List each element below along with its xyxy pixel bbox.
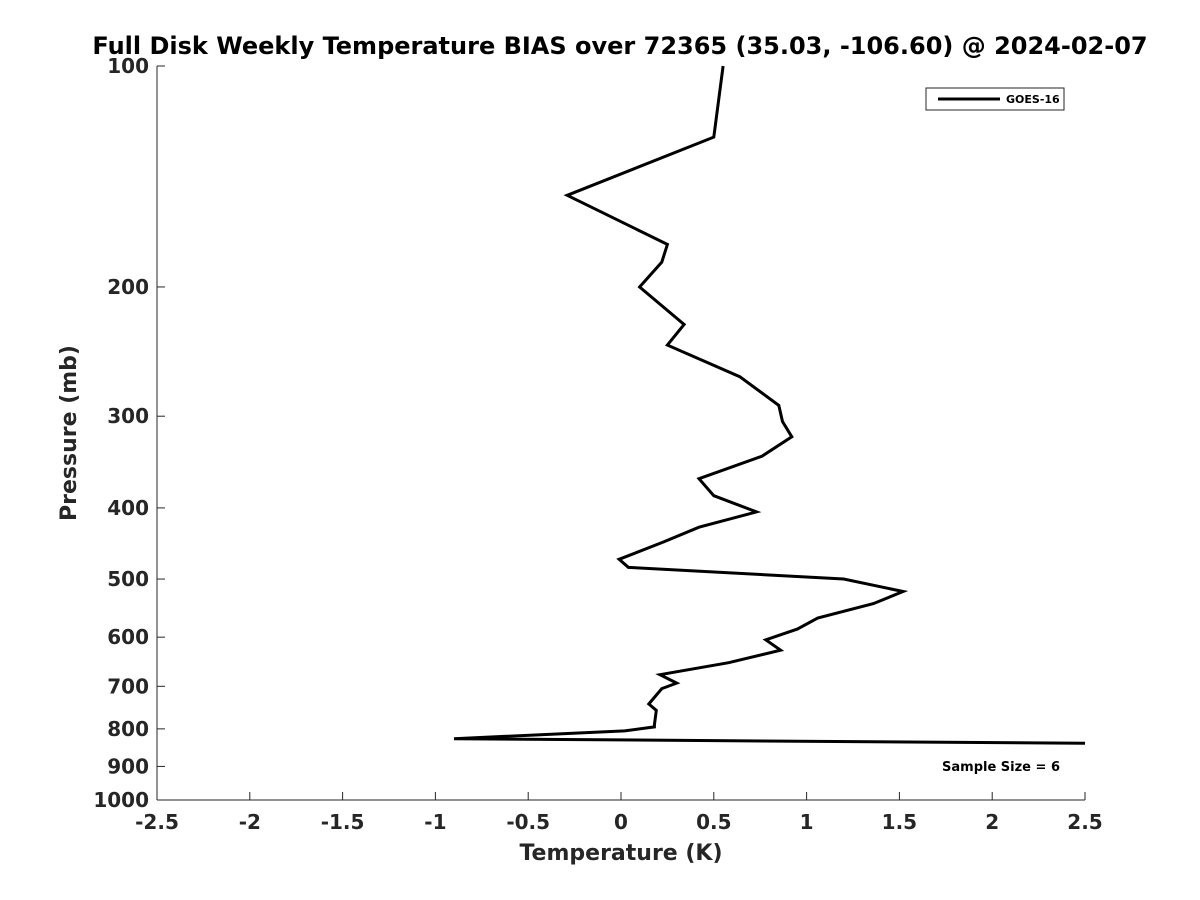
series-line-goes-16	[453, 65, 1086, 745]
y-tick-label: 200	[107, 275, 149, 299]
x-tick-label: -2.5	[135, 810, 179, 834]
y-ticks: 100 200 300 400 500 600 700 800 900 1000	[93, 54, 165, 812]
x-ticks: -2.5 -2 -1.5 -1 -0.5 0 0.5 1 1.5 2 2.5	[135, 792, 1103, 834]
x-tick-label: 0	[614, 810, 628, 834]
y-tick-label: 400	[107, 496, 149, 520]
x-tick-label: 1.5	[882, 810, 917, 834]
y-tick-label: 100	[107, 54, 149, 78]
x-tick-label: -1	[424, 810, 446, 834]
x-tick-label: 2.5	[1067, 810, 1102, 834]
y-tick-label: 700	[107, 674, 149, 698]
y-tick-label: 300	[107, 404, 149, 428]
x-tick-label: -0.5	[506, 810, 550, 834]
plot-area: -2.5 -2 -1.5 -1 -0.5 0 0.5 1 1.5 2 2.5 100 200 300 40…	[93, 54, 1102, 834]
chart-title: Full Disk Weekly Temperature BIAS over 7…	[92, 32, 1147, 60]
y-tick-label: 500	[107, 567, 149, 591]
legend-label: GOES-16	[1006, 93, 1060, 106]
x-axis-label: Temperature (K)	[519, 841, 722, 866]
x-tick-label: -2	[239, 810, 261, 834]
y-tick-label: 1000	[93, 788, 149, 812]
y-tick-label: 900	[107, 754, 149, 778]
x-tick-label: 1	[800, 810, 814, 834]
x-tick-label: -1.5	[321, 810, 365, 834]
x-tick-label: 2	[985, 810, 999, 834]
series-layer	[453, 65, 1086, 745]
x-tick-label: 0.5	[696, 810, 731, 834]
legend: GOES-16	[925, 87, 1065, 111]
sample-size-annotation: Sample Size = 6	[942, 760, 1060, 775]
y-tick-label: 800	[107, 717, 149, 741]
y-tick-label: 600	[107, 625, 149, 649]
y-axis-label: Pressure (mb)	[57, 345, 82, 521]
